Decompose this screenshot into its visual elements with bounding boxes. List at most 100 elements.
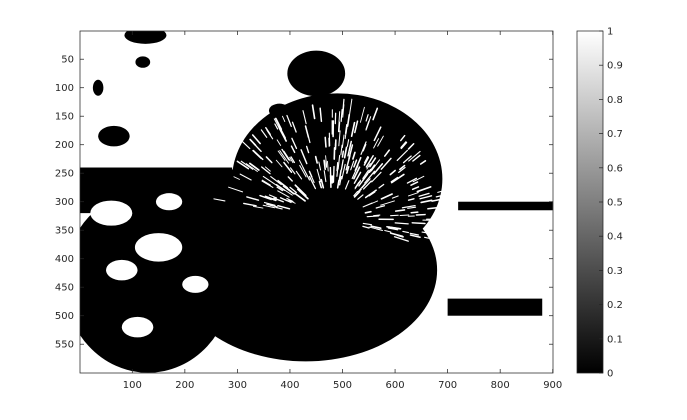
quill-streak: [399, 164, 406, 171]
quill-streak: [253, 206, 264, 209]
quill-streak: [365, 155, 374, 168]
quill-streak: [246, 196, 260, 201]
colorbar-gradient: [577, 31, 603, 373]
quill-streak: [384, 229, 392, 233]
white-regions: [90, 193, 553, 373]
quill-streak: [298, 159, 304, 169]
quill-streak: [373, 138, 380, 149]
quill-streak: [400, 134, 406, 142]
quill-streak: [418, 192, 430, 197]
quill-streak: [261, 179, 271, 186]
quill-streak: [242, 141, 251, 150]
quill-streak: [338, 175, 342, 186]
quill-streak: [350, 160, 355, 171]
quill-streak: [407, 206, 417, 209]
quill-streak: [397, 234, 404, 238]
quill-streak: [337, 121, 341, 133]
x-tick-label: 100: [123, 380, 142, 391]
quill-streak: [437, 243, 447, 247]
quill-streak: [402, 230, 410, 234]
quill-streak: [362, 168, 372, 181]
quill-streak: [281, 148, 290, 161]
quill-streak: [372, 107, 379, 121]
quill-streak: [240, 160, 254, 170]
colorbar-tick-label: 0.5: [607, 198, 623, 209]
quill-streak: [341, 163, 346, 180]
quill-streak: [263, 201, 276, 206]
quill-streak: [380, 200, 395, 206]
quill-streak: [243, 202, 257, 207]
quill-strokes: [213, 98, 451, 247]
quill-streak: [407, 198, 415, 201]
x-tick-label: 700: [438, 380, 457, 391]
quill-streak: [324, 136, 327, 148]
quill-streak: [253, 142, 262, 153]
quill-streak: [316, 168, 322, 183]
quill-streak: [391, 195, 399, 199]
quill-streak: [407, 192, 419, 197]
quill-streak: [349, 98, 353, 115]
quill-streak: [275, 206, 283, 210]
quill-streak: [323, 170, 327, 183]
quill-streak: [318, 161, 322, 171]
quill-streak: [278, 125, 287, 139]
quill-streak: [261, 166, 271, 175]
quill-streak: [430, 225, 445, 228]
small-blob-b: [124, 31, 167, 44]
quill-streak: [400, 141, 407, 148]
quill-streak: [362, 225, 370, 229]
quill-streak: [356, 179, 361, 186]
quill-streak: [369, 157, 377, 168]
quill-streak: [296, 188, 309, 200]
colorbar-tick-label: 0.8: [607, 95, 623, 106]
quill-streak: [373, 214, 381, 217]
quill-streak: [364, 189, 377, 199]
quill-streak: [389, 169, 396, 176]
colorbar-tick-label: 0: [607, 369, 613, 380]
quill-streak: [277, 190, 290, 198]
quill-streak: [265, 156, 273, 164]
quill-streak: [359, 106, 365, 123]
quill-streak: [435, 194, 446, 198]
quill-streak: [289, 167, 296, 175]
quill-streak: [361, 178, 371, 189]
y-tick-label: 500: [55, 311, 74, 322]
quill-streak: [364, 170, 376, 184]
quill-streak: [311, 104, 316, 120]
quill-streak: [402, 155, 412, 164]
quill-streak: [277, 150, 286, 161]
quill-streak: [353, 159, 358, 168]
quill-streak: [282, 115, 286, 123]
colorbar-tick-label: 0.7: [607, 129, 623, 140]
quill-streak: [233, 176, 240, 180]
quill-streak: [314, 155, 318, 164]
quill-streak: [360, 141, 367, 155]
quill-streak: [380, 193, 393, 200]
quill-streak: [284, 190, 293, 196]
quill-streak: [411, 222, 426, 225]
quill-streak: [289, 186, 297, 194]
ground-right: [384, 321, 553, 373]
quill-streak: [213, 198, 226, 202]
quill-streak: [410, 181, 419, 186]
quill-streak: [266, 196, 277, 202]
y-tick-label: 50: [61, 55, 74, 66]
x-tick-label: 300: [228, 380, 247, 391]
quill-streak: [394, 209, 406, 212]
quill-streak: [319, 107, 323, 123]
small-blob-e: [268, 103, 290, 118]
colorbar-tick-label: 0.9: [607, 61, 623, 72]
quill-streak: [275, 159, 283, 168]
quill-streak: [409, 234, 421, 238]
quill-streak: [353, 188, 362, 198]
quill-streak: [249, 162, 260, 171]
quill-streak: [259, 194, 272, 201]
quill-streak: [401, 204, 416, 209]
quill-streak: [373, 163, 384, 175]
shadow-bar: [458, 201, 553, 211]
quill-streak: [236, 160, 250, 170]
colorbar-tick-label: 1: [607, 27, 613, 38]
quill-streak: [344, 180, 350, 190]
y-tick-label: 300: [55, 197, 74, 208]
quill-streak: [362, 202, 373, 208]
